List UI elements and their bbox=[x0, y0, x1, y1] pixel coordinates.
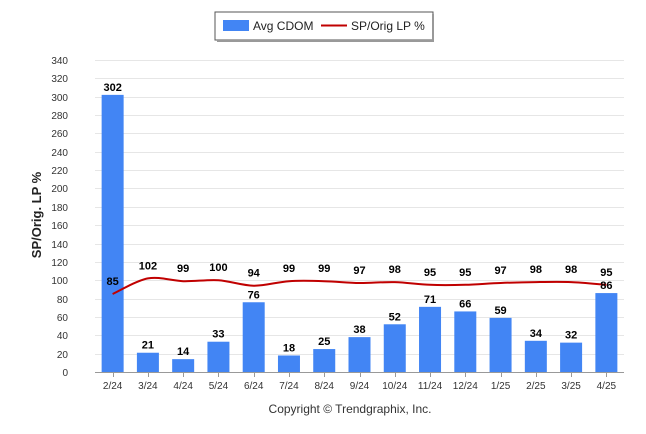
bar bbox=[172, 359, 195, 372]
bar-value-label: 14 bbox=[177, 346, 190, 358]
bar bbox=[277, 355, 300, 372]
x-tick-label: 3/24 bbox=[138, 381, 158, 392]
y-tick-label: 340 bbox=[51, 56, 68, 67]
x-tick-label: 11/24 bbox=[418, 381, 443, 392]
x-tick-label: 4/24 bbox=[173, 381, 193, 392]
y-tick-label: 160 bbox=[51, 221, 68, 232]
sp-orig-lp-line bbox=[112, 276, 607, 295]
line-value-label: 97 bbox=[494, 265, 506, 277]
line-value-label: 95 bbox=[424, 267, 436, 279]
x-tick-label: 10/24 bbox=[382, 381, 407, 392]
data-labels: 302 21 14 33 76 18 25 38 52 71 66 59 34 32 86 85 102 99 10… bbox=[103, 82, 612, 358]
line-value-label: 99 bbox=[318, 263, 330, 275]
bar bbox=[101, 94, 124, 372]
y-tick-label: 0 bbox=[62, 368, 68, 379]
bar-value-label: 59 bbox=[494, 305, 506, 317]
gridlines bbox=[95, 60, 624, 355]
y-tick-label: 260 bbox=[51, 129, 68, 140]
x-tick-label: 2/25 bbox=[526, 381, 546, 392]
line-value-label: 102 bbox=[139, 260, 157, 272]
legend-swatch-avg-cdom bbox=[223, 20, 249, 31]
x-tick-label: 2/24 bbox=[103, 381, 123, 392]
bar-series bbox=[101, 94, 618, 372]
line-value-label: 95 bbox=[600, 267, 612, 279]
line-value-label: 98 bbox=[565, 264, 577, 276]
bar bbox=[313, 349, 336, 372]
bar bbox=[524, 340, 547, 372]
x-tick-label: 4/25 bbox=[597, 381, 617, 392]
legend: Avg CDOM SP/Orig LP % bbox=[214, 11, 434, 42]
x-tick-label: 1/25 bbox=[491, 381, 511, 392]
line-value-label: 97 bbox=[353, 265, 365, 277]
copyright-text: Copyright © Trendgraphix, Inc. bbox=[269, 402, 432, 416]
x-tick-label: 12/24 bbox=[453, 381, 478, 392]
y-tick-label: 240 bbox=[51, 148, 68, 159]
line-value-label: 98 bbox=[389, 264, 401, 276]
y-tick-label: 100 bbox=[51, 276, 68, 287]
x-axis-ticks: 2/24 3/24 4/24 5/24 6/24 7/24 8/24 9/24 10/24 11/… bbox=[103, 372, 617, 392]
bar-value-label: 18 bbox=[283, 342, 295, 354]
line-value-label: 98 bbox=[530, 264, 542, 276]
x-tick-label: 6/24 bbox=[244, 381, 264, 392]
x-tick-label: 5/24 bbox=[209, 381, 229, 392]
bar bbox=[383, 324, 406, 372]
bar bbox=[419, 306, 442, 372]
y-tick-label: 300 bbox=[51, 93, 68, 104]
bar bbox=[242, 302, 265, 372]
line-value-label: 99 bbox=[177, 263, 189, 275]
bar-value-label: 33 bbox=[212, 329, 224, 341]
bar-value-label: 38 bbox=[353, 324, 365, 336]
y-tick-label: 280 bbox=[51, 111, 68, 122]
line-value-label: 85 bbox=[107, 276, 119, 288]
x-tick-label: 9/24 bbox=[350, 381, 370, 392]
x-tick-label: 8/24 bbox=[314, 381, 334, 392]
y-tick-label: 220 bbox=[51, 166, 68, 177]
bar bbox=[348, 337, 371, 372]
line-series bbox=[112, 276, 607, 295]
x-tick-label: 3/25 bbox=[561, 381, 581, 392]
bar bbox=[136, 352, 159, 372]
y-tick-label: 200 bbox=[51, 184, 68, 195]
y-tick-label: 180 bbox=[51, 203, 68, 214]
legend-label-avg-cdom: Avg CDOM bbox=[253, 19, 313, 33]
line-value-label: 94 bbox=[248, 268, 261, 280]
bar-value-label: 25 bbox=[318, 336, 330, 348]
bar-value-label: 21 bbox=[142, 340, 154, 352]
y-tick-label: 120 bbox=[51, 258, 68, 269]
bar-value-label: 302 bbox=[103, 82, 121, 94]
y-tick-label: 40 bbox=[57, 331, 69, 342]
bar bbox=[207, 341, 230, 372]
legend-label-sp-orig-lp: SP/Orig LP % bbox=[351, 19, 425, 33]
bar-value-label: 34 bbox=[530, 328, 543, 340]
x-tick-label: 7/24 bbox=[279, 381, 299, 392]
bar-value-label: 76 bbox=[248, 289, 260, 301]
line-value-label: 95 bbox=[459, 267, 471, 279]
y-axis-label: SP/Orig. LP % bbox=[29, 171, 44, 258]
y-axis-ticks: 0 20 40 60 80 100 120 140 160 180 200 220 240 260 280 3… bbox=[51, 56, 68, 379]
y-tick-label: 140 bbox=[51, 240, 68, 251]
bar bbox=[560, 342, 583, 372]
y-tick-label: 20 bbox=[57, 350, 69, 361]
bar-value-label: 66 bbox=[459, 298, 471, 310]
bar-value-label: 32 bbox=[565, 330, 577, 342]
bar-value-label: 71 bbox=[424, 294, 436, 306]
y-tick-label: 60 bbox=[57, 313, 69, 324]
bar bbox=[595, 293, 618, 372]
line-value-label: 100 bbox=[209, 262, 227, 274]
bar bbox=[454, 311, 477, 372]
y-tick-label: 320 bbox=[51, 74, 68, 85]
bar bbox=[489, 317, 512, 372]
bar-value-label: 86 bbox=[600, 280, 612, 292]
y-tick-label: 80 bbox=[57, 295, 69, 306]
line-value-label: 99 bbox=[283, 263, 295, 275]
bar-value-label: 52 bbox=[389, 311, 401, 323]
